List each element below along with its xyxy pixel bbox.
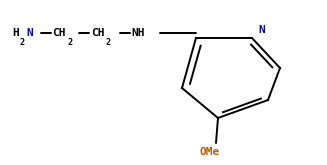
Text: NH: NH: [131, 28, 145, 38]
Text: N: N: [258, 25, 265, 35]
Text: OMe: OMe: [200, 147, 220, 157]
Text: 2: 2: [106, 38, 111, 47]
Text: 2: 2: [67, 38, 72, 47]
Text: CH: CH: [52, 28, 65, 38]
Text: CH: CH: [91, 28, 105, 38]
Text: 2: 2: [20, 38, 25, 47]
Text: H: H: [12, 28, 19, 38]
Text: N: N: [26, 28, 33, 38]
